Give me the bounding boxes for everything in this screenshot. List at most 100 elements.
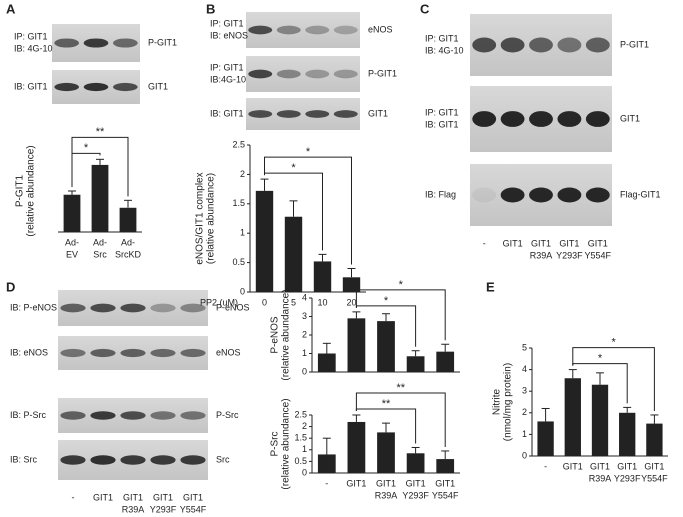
blot-band (333, 69, 358, 79)
blot-label: IB: 4G-10 (425, 45, 464, 55)
significance-label: ** (96, 126, 105, 138)
significance-label: * (306, 146, 311, 158)
blot-band (472, 37, 497, 53)
bar (63, 194, 81, 232)
blot-band (500, 37, 525, 53)
y-axis-label: (relative abundance) (26, 145, 37, 236)
blot-band (54, 82, 79, 92)
lane-label: R39A (122, 504, 145, 514)
panel-letter: D (6, 279, 15, 294)
x-tick-label: GIT1 (346, 478, 366, 488)
bar (317, 454, 336, 473)
blot-target: eNOS (216, 347, 241, 357)
x-tick-label: Src (93, 249, 107, 259)
blot-band (120, 348, 146, 358)
lane-label: Y293F (556, 250, 583, 260)
y-tick-label: 1.5 (294, 433, 307, 443)
lane-label: GIT1 (153, 492, 173, 502)
x-tick-label: R39A (375, 490, 398, 500)
blot-band (500, 111, 525, 127)
bar (317, 353, 336, 372)
blot-band (60, 455, 86, 465)
blot-label: IB: GIT1 (425, 119, 459, 129)
bar (436, 351, 455, 372)
blot-band (113, 82, 138, 92)
significance-label: * (399, 279, 404, 291)
x-tick-label: Y293F (402, 490, 429, 500)
panel-letter: B (206, 1, 215, 16)
blot-band (333, 25, 358, 35)
y-axis-label: (nmol/mg protein) (503, 363, 514, 441)
x-tick-label: Ad- (121, 237, 135, 247)
lane-label: Y554F (180, 504, 207, 514)
y-tick-label: 2 (240, 169, 245, 179)
y-axis-label: (relative abundance) (206, 173, 217, 264)
blot-band (248, 110, 273, 118)
blot-label: IB: 4G-10 (14, 43, 53, 53)
y-tick-label: 1 (302, 444, 307, 454)
blot-band (529, 37, 553, 53)
y-axis-label: P-GIT1 (15, 174, 26, 207)
blot-band (54, 38, 79, 48)
blot-band (248, 25, 273, 35)
blot-label: IB: eNOS (10, 347, 48, 357)
panel-letter: E (486, 279, 495, 294)
y-axis-label: eNOS/GIT1 complex (195, 172, 206, 264)
blot-label: IB: P-eNOS (10, 302, 57, 312)
y-tick-label: 0.5 (232, 257, 245, 267)
bar (646, 423, 663, 456)
x-tick-label: - (544, 461, 547, 471)
panel-letter: A (6, 1, 16, 16)
bar (406, 453, 425, 473)
x-tick-label: GIT1 (617, 461, 637, 471)
blot-band (305, 25, 330, 35)
blot-target: Src (216, 454, 230, 464)
y-tick-label: 3 (302, 311, 307, 321)
lane-label: - (483, 238, 486, 248)
lane-label: GIT1 (503, 238, 523, 248)
significance-label: * (384, 295, 389, 307)
significance-bracket (355, 289, 446, 341)
blot-band (305, 110, 330, 118)
blot-band (90, 348, 116, 358)
bar (313, 261, 332, 292)
blot-band (557, 187, 582, 203)
y-tick-label: 2 (302, 421, 307, 431)
blot-band (276, 110, 301, 118)
blot-band (120, 455, 146, 465)
blot-band (180, 303, 206, 313)
x-tick-label: GIT1 (590, 461, 610, 471)
blot-target: P-eNOS (216, 302, 250, 312)
y-tick-label: 3 (522, 386, 527, 396)
lane-label: Y293F (150, 504, 177, 514)
x-tick-label: R39A (589, 473, 612, 483)
blot-band (90, 303, 116, 313)
blot-band (500, 187, 525, 203)
blot-target: GIT1 (368, 108, 388, 118)
lane-label: R39A (530, 250, 553, 260)
y-tick-label: 0.5 (294, 456, 307, 466)
blot-band (83, 38, 109, 48)
blot-band (150, 348, 176, 358)
bar (284, 216, 303, 292)
bar (619, 412, 636, 456)
x-tick-label: SrcKD (115, 249, 142, 259)
blot-label: IP: GIT1 (425, 33, 459, 43)
y-axis-label: (relative abundance) (281, 289, 292, 380)
blot-target: P-GIT1 (620, 39, 649, 49)
x-tick-label: Y293F (614, 473, 641, 483)
y-tick-label: 2.5 (232, 139, 245, 149)
blot-target: P-Src (216, 410, 239, 420)
y-tick-label: 1 (240, 228, 245, 238)
y-tick-label: 5 (522, 342, 527, 352)
y-tick-label: 2.5 (294, 409, 307, 419)
y-tick-label: 2 (522, 407, 527, 417)
blot-band (83, 82, 109, 92)
y-tick-label: 2 (302, 329, 307, 339)
blot-target: GIT1 (148, 81, 168, 91)
x-tick-label: Ad- (65, 237, 79, 247)
y-tick-label: 0 (522, 450, 527, 460)
bar (591, 384, 609, 456)
bar (347, 318, 366, 372)
blot-label: IB: GIT1 (14, 81, 48, 91)
